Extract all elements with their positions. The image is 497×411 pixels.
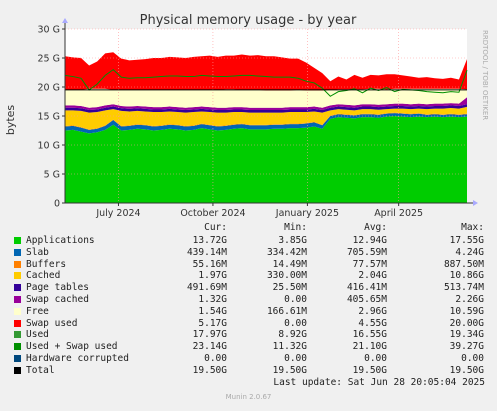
y-tick-label: 10 G (38, 141, 60, 152)
rrdtool-watermark: RRDTOOL / TOBI OETIKER (481, 30, 489, 120)
y-tick-label: 30 G (38, 25, 60, 36)
x-tick-label: January 2025 (275, 208, 339, 219)
x-tick-label: April 2025 (374, 208, 423, 219)
x-axis: July 2024 October 2024 January 2025 April 2… (65, 200, 478, 219)
x-axis-arrow (473, 200, 478, 206)
x-tick-label: October 2024 (180, 208, 245, 219)
y-tick-label: 20 G (38, 83, 60, 94)
area-series (65, 52, 467, 203)
x-tick-label: July 2024 (95, 208, 140, 219)
y-axis: 0 5 G 10 G 15 G 20 G 25 G 30 G (38, 18, 68, 210)
y-tick-label: 5 G (44, 170, 60, 181)
gridlines (65, 28, 467, 203)
area-slab (65, 113, 467, 134)
area-cached (65, 106, 467, 130)
area-free (65, 88, 467, 108)
area-swap-used (65, 52, 467, 91)
y-tick-label: 15 G (38, 112, 60, 123)
area-page-tables (65, 104, 467, 113)
y-axis-label: bytes (4, 105, 17, 136)
line-series (64, 68, 468, 97)
y-tick-label: 25 G (38, 54, 60, 65)
y-axis-arrow (62, 18, 68, 23)
y-tick-label: 0 (54, 199, 60, 210)
chart-title: Physical memory usage - by year (140, 13, 357, 28)
area-applications (65, 116, 467, 203)
